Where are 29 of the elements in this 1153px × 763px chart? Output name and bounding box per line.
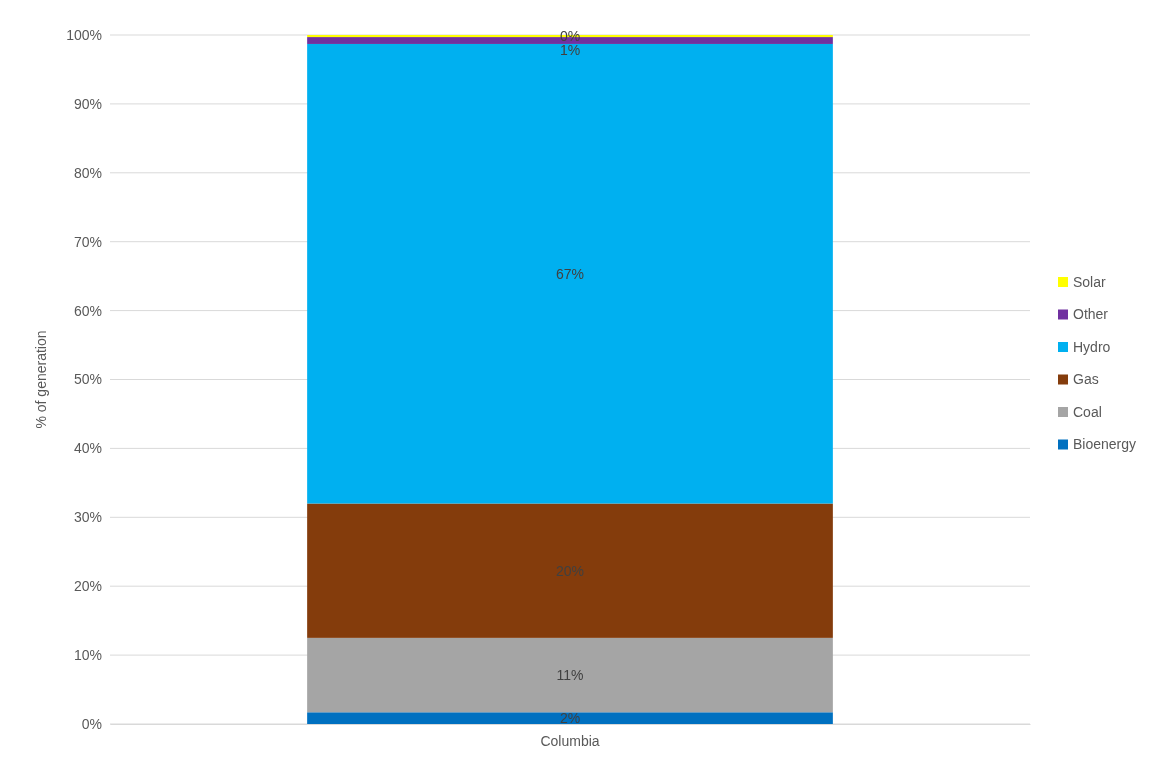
- y-tick-label: 60%: [73, 302, 102, 319]
- bar: [307, 503, 833, 638]
- y-tick-label: 30%: [73, 509, 102, 526]
- legend-label: Other: [1073, 306, 1109, 323]
- data-label: 2%: [559, 710, 581, 727]
- legend-label: Bioenergy: [1073, 436, 1137, 453]
- data-label: 67%: [555, 265, 585, 282]
- data-label: 11%: [556, 666, 584, 683]
- y-tick-label: 10%: [73, 647, 102, 664]
- y-tick-label: 50%: [73, 371, 102, 388]
- y-axis-title: % of generation: [33, 330, 49, 429]
- bar: [307, 43, 833, 504]
- y-tick-label: 90%: [73, 95, 102, 112]
- y-tick-label: 0%: [81, 715, 102, 732]
- y-tick-label: 100%: [66, 26, 102, 43]
- bar: [307, 637, 833, 713]
- data-label: 1%: [559, 41, 581, 58]
- y-tick-label: 70%: [73, 233, 102, 250]
- data-label: 20%: [555, 562, 585, 579]
- bar: [307, 712, 833, 724]
- legend-label: Hydro: [1073, 338, 1111, 355]
- y-tick-label: 40%: [73, 440, 102, 457]
- data-label: 0%: [559, 27, 581, 44]
- y-tick-label: 80%: [73, 164, 102, 181]
- legend-label: Coal: [1073, 403, 1102, 420]
- x-tick-label: Columbia: [540, 732, 600, 749]
- legend-label: Gas: [1073, 371, 1099, 388]
- y-tick-label: 20%: [73, 578, 102, 595]
- legend-label: Solar: [1073, 273, 1107, 290]
